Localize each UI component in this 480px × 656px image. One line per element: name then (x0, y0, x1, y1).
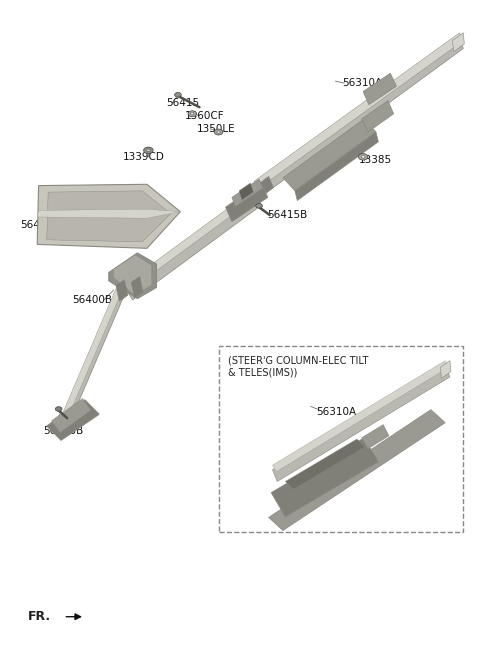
Text: 56415: 56415 (166, 98, 199, 108)
Polygon shape (362, 424, 389, 449)
Ellipse shape (214, 129, 223, 135)
Polygon shape (232, 179, 263, 207)
Ellipse shape (55, 407, 62, 411)
Polygon shape (125, 194, 262, 300)
Polygon shape (250, 176, 274, 202)
Polygon shape (362, 100, 394, 132)
Polygon shape (47, 191, 171, 242)
Polygon shape (273, 361, 449, 472)
Polygon shape (56, 281, 128, 435)
Text: 1360CF: 1360CF (185, 111, 225, 121)
Polygon shape (273, 365, 450, 482)
Text: 56400B: 56400B (72, 295, 112, 305)
Text: 56490D: 56490D (21, 220, 61, 230)
Polygon shape (271, 438, 378, 517)
Polygon shape (51, 399, 91, 432)
Ellipse shape (175, 92, 181, 97)
Polygon shape (116, 279, 128, 301)
Polygon shape (37, 184, 180, 249)
Polygon shape (363, 73, 396, 104)
Polygon shape (254, 37, 463, 199)
Text: 56310A: 56310A (316, 407, 357, 417)
Polygon shape (114, 255, 152, 295)
Text: 1350LE: 1350LE (197, 124, 236, 134)
Ellipse shape (217, 131, 220, 133)
Polygon shape (269, 409, 445, 531)
Polygon shape (239, 183, 253, 200)
Text: (STEER'G COLUMN-ELEC TILT
& TELES(IMS)): (STEER'G COLUMN-ELEC TILT & TELES(IMS)) (228, 356, 369, 377)
Text: 56310A: 56310A (343, 78, 383, 88)
Polygon shape (452, 33, 464, 52)
Ellipse shape (144, 147, 153, 154)
Polygon shape (283, 119, 376, 191)
Polygon shape (131, 276, 143, 298)
Text: 13385: 13385 (359, 155, 392, 165)
Ellipse shape (146, 149, 150, 152)
Polygon shape (47, 400, 99, 440)
Polygon shape (37, 209, 180, 218)
Polygon shape (226, 183, 268, 222)
Ellipse shape (359, 154, 368, 160)
Polygon shape (109, 253, 156, 298)
Polygon shape (441, 361, 451, 379)
Polygon shape (125, 189, 258, 291)
Polygon shape (58, 279, 124, 430)
Ellipse shape (191, 113, 194, 115)
Ellipse shape (361, 155, 365, 158)
Text: FR.: FR. (28, 610, 51, 623)
Text: 56415B: 56415B (43, 426, 84, 436)
Text: 1339CD: 1339CD (123, 152, 165, 162)
Polygon shape (254, 33, 463, 189)
Polygon shape (285, 439, 365, 489)
Polygon shape (295, 132, 378, 201)
Ellipse shape (256, 203, 263, 208)
Text: 56415B: 56415B (268, 210, 308, 220)
Ellipse shape (188, 111, 197, 117)
